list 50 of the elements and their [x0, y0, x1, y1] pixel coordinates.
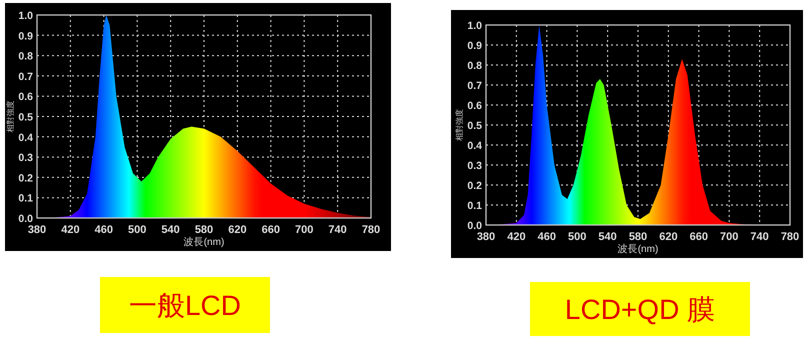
y-tick-label: 0.8 — [467, 60, 482, 72]
y-tick-label: 1.0 — [18, 10, 34, 22]
x-tick-label: 740 — [750, 231, 769, 243]
x-tick-label: 780 — [362, 224, 380, 236]
y-tick-label: 0.7 — [467, 80, 482, 92]
x-tick-label: 460 — [538, 231, 556, 243]
y-axis-title: 相對強度 — [6, 100, 15, 132]
x-tick-label: 580 — [194, 224, 214, 236]
y-tick-label: 0.5 — [18, 112, 34, 124]
x-tick-label: 780 — [780, 231, 800, 243]
x-tick-label: 460 — [94, 224, 113, 236]
x-axis-title: 波長(nm) — [618, 243, 658, 255]
x-tick-label: 380 — [28, 224, 46, 236]
y-tick-label: 0.3 — [18, 152, 34, 164]
text: 一般LCD — [128, 290, 242, 321]
y-tick-label: 0.4 — [467, 140, 482, 152]
y-tick-label: 0.9 — [467, 40, 482, 52]
y-tick-label: 0.0 — [18, 213, 34, 225]
y-tick-label: 0.3 — [467, 160, 482, 172]
x-tick-label: 660 — [690, 231, 708, 243]
y-tick-label: 0.2 — [18, 172, 34, 184]
x-tick-label: 620 — [659, 231, 678, 243]
y-axis-title: 相對強度 — [455, 109, 464, 141]
x-tick-label: 500 — [128, 224, 146, 236]
y-tick-label: 0.2 — [467, 180, 482, 192]
x-tick-label: 420 — [507, 231, 526, 243]
x-tick-label: 500 — [568, 231, 586, 243]
y-tick-label: 0.9 — [18, 30, 34, 42]
y-tick-label: 0.6 — [467, 100, 482, 112]
x-tick-label: 700 — [720, 231, 738, 243]
x-tick-label: 380 — [476, 231, 496, 243]
y-tick-label: 0.4 — [18, 132, 34, 144]
x-tick-label: 420 — [61, 224, 80, 236]
x-tick-label: 740 — [328, 224, 347, 236]
y-tick-label: 0.6 — [18, 91, 34, 104]
x-tick-label: 580 — [628, 231, 648, 243]
x-tick-label: 620 — [228, 224, 247, 236]
y-tick-label: 0.0 — [467, 220, 482, 232]
y-tick-label: 0.1 — [467, 200, 482, 212]
y-tick-label: 1.0 — [467, 20, 482, 32]
y-tick-label: 0.1 — [18, 192, 34, 205]
text: LCD+QD 膜 — [564, 294, 716, 325]
y-tick-label: 0.7 — [18, 70, 34, 83]
x-tick-label: 540 — [598, 231, 617, 243]
y-tick-label: 0.5 — [467, 120, 482, 132]
x-axis-title: 波長(nm) — [184, 236, 224, 248]
x-tick-label: 700 — [295, 224, 314, 236]
x-tick-label: 540 — [161, 224, 180, 236]
x-tick-label: 660 — [262, 224, 280, 236]
y-tick-label: 0.8 — [18, 50, 34, 63]
